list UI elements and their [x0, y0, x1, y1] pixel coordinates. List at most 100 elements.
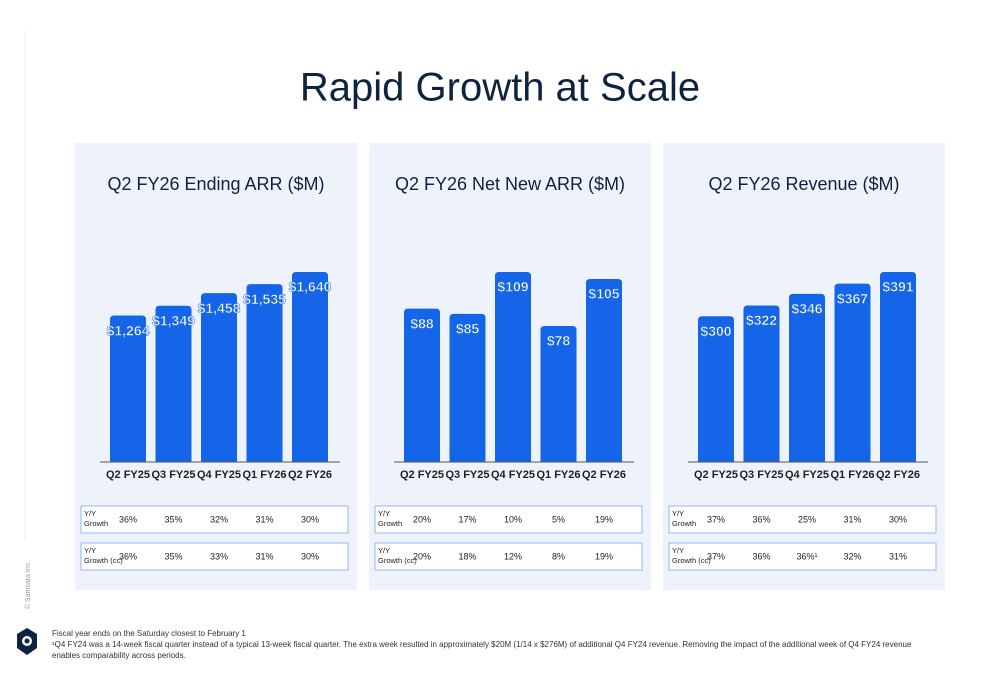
- value-label: $105: [588, 286, 619, 302]
- x-tick-label: Q2 FY25: [400, 469, 444, 481]
- x-tick-label: Q4 FY25: [197, 469, 241, 481]
- row-value: 32%: [210, 514, 228, 524]
- row-value: 37%: [707, 551, 725, 561]
- bar: [449, 313, 486, 462]
- logo: [17, 628, 37, 655]
- row-value: 30%: [301, 514, 319, 524]
- bar: [110, 315, 146, 462]
- value-label: $85: [456, 321, 480, 337]
- bar: [586, 278, 622, 462]
- value-label: $391: [882, 279, 913, 295]
- row-value: 33%: [210, 551, 228, 561]
- x-tick-label: Q1 FY26: [830, 469, 874, 481]
- footnote: ¹Q4 FY24 was a 14-week fiscal quarter in…: [52, 640, 912, 649]
- row-label: Y/Y: [84, 509, 96, 518]
- x-tick-label: Q3 FY25: [739, 469, 783, 481]
- value-label: $88: [410, 315, 434, 331]
- bar: [201, 293, 237, 462]
- row-value: 30%: [301, 551, 319, 561]
- value-label: $1,264: [107, 322, 150, 338]
- value-label: $300: [700, 323, 731, 339]
- row-value: 35%: [164, 514, 182, 524]
- row-value: 32%: [843, 551, 861, 561]
- bar: [880, 272, 916, 462]
- row-value: 12%: [504, 551, 522, 561]
- x-tick-label: Q2 FY25: [106, 469, 150, 481]
- chart-title: Q2 FY26 Net New ARR ($M): [395, 174, 625, 194]
- row-value: 5%: [552, 514, 565, 524]
- row-value: 31%: [255, 551, 273, 561]
- table-row: [80, 505, 349, 534]
- row-value: 25%: [798, 514, 816, 524]
- row-value: 8%: [552, 551, 565, 561]
- row-value: 19%: [595, 551, 613, 561]
- footnote: Fiscal year ends on the Saturday closest…: [52, 629, 246, 638]
- x-tick-label: Q3 FY25: [151, 469, 195, 481]
- row-value: 36%: [119, 514, 137, 524]
- table-row: [80, 542, 349, 571]
- row-value: 19%: [595, 514, 613, 524]
- value-label: $1,458: [198, 300, 241, 316]
- x-tick-label: Q2 FY26: [582, 469, 626, 481]
- bar: [495, 272, 531, 462]
- row-value: 31%: [255, 514, 273, 524]
- row-value: 20%: [413, 514, 431, 524]
- row-label: Growth: [84, 519, 108, 528]
- row-value: 37%: [707, 514, 725, 524]
- slide-title: Rapid Growth at Scale: [300, 66, 700, 110]
- row-label: Y/Y: [378, 546, 390, 555]
- bar: [292, 272, 328, 462]
- value-label: $322: [746, 312, 777, 328]
- bar: [246, 284, 283, 462]
- row-value: 35%: [164, 551, 182, 561]
- x-tick-label: Q1 FY26: [242, 469, 286, 481]
- row-value: 36%: [752, 551, 770, 561]
- bar: [404, 308, 440, 462]
- row-label: Y/Y: [672, 509, 684, 518]
- row-label: Growth: [672, 519, 696, 528]
- x-tick-label: Q4 FY25: [785, 469, 829, 481]
- bar: [698, 316, 734, 462]
- row-label: Growth (cc): [84, 556, 123, 565]
- value-label: $1,349: [152, 312, 195, 328]
- row-label: Growth (cc): [378, 556, 417, 565]
- row-label: Y/Y: [84, 546, 96, 555]
- row-value: 18%: [458, 551, 476, 561]
- row-value: 10%: [504, 514, 522, 524]
- bar: [155, 305, 192, 462]
- table-row: [668, 542, 937, 571]
- row-value: 17%: [458, 514, 476, 524]
- bar: [743, 305, 780, 462]
- row-label: Growth: [378, 519, 402, 528]
- table-row: [374, 542, 643, 571]
- value-label: $78: [547, 333, 571, 349]
- value-label: $1,535: [243, 291, 286, 307]
- row-value: 36%: [119, 551, 137, 561]
- row-value: 36%: [752, 514, 770, 524]
- row-label: Y/Y: [672, 546, 684, 555]
- value-label: $109: [497, 279, 528, 295]
- table-row: [668, 505, 937, 534]
- bar: [834, 283, 871, 462]
- footnote: enables comparability across periods.: [52, 651, 186, 660]
- x-tick-label: Q1 FY26: [536, 469, 580, 481]
- value-label: $367: [837, 290, 868, 306]
- bar: [540, 326, 577, 462]
- x-tick-label: Q4 FY25: [491, 469, 535, 481]
- row-value: 31%: [889, 551, 907, 561]
- x-tick-label: Q3 FY25: [445, 469, 489, 481]
- row-value: 36%¹: [796, 551, 817, 561]
- row-value: 30%: [889, 514, 907, 524]
- x-tick-label: Q2 FY26: [288, 469, 332, 481]
- value-label: $346: [791, 301, 822, 317]
- chart-title: Q2 FY26 Revenue ($M): [708, 174, 899, 194]
- value-label: $1,640: [289, 279, 332, 295]
- bar: [789, 293, 825, 462]
- x-tick-label: Q2 FY26: [876, 469, 920, 481]
- row-label: Growth (cc): [672, 556, 711, 565]
- chart-title: Q2 FY26 Ending ARR ($M): [107, 174, 324, 194]
- x-tick-label: Q2 FY25: [694, 469, 738, 481]
- row-value: 20%: [413, 551, 431, 561]
- row-label: Y/Y: [378, 509, 390, 518]
